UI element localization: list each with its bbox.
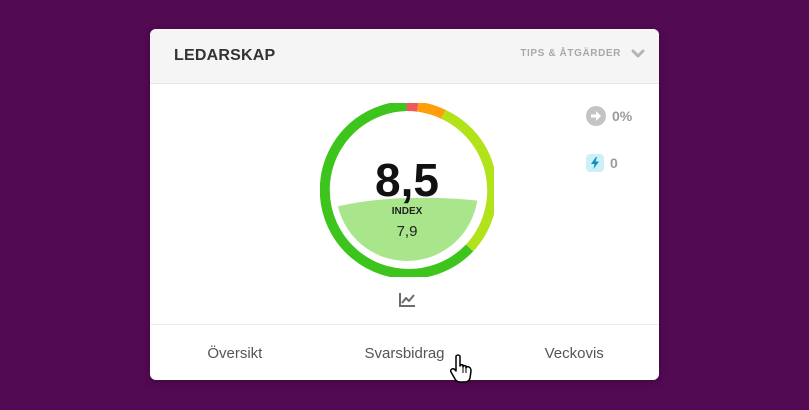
tab-veckovis[interactable]: Veckovis — [544, 344, 604, 362]
stat-change-value: 0% — [612, 108, 633, 124]
chevron-down-icon — [631, 49, 645, 59]
gauge-ring-dark-green — [320, 103, 474, 277]
arrow-right-circle-icon — [586, 106, 606, 126]
stat-actions: 0 — [586, 154, 618, 172]
stat-actions-value: 0 — [610, 155, 618, 171]
view-tabs: Översikt Svarsbidrag Veckovis — [150, 324, 659, 380]
gauge-index-value: 7,9 — [397, 223, 418, 240]
tips-dropdown[interactable]: TIPS & ÅTGÄRDER — [520, 48, 645, 59]
gauge-ring-red — [406, 103, 419, 112]
leadership-card: LEDARSKAP TIPS & ÅTGÄRDER 8,5 — [150, 29, 659, 380]
card-title: LEDARSKAP — [174, 47, 276, 64]
tips-label: TIPS & ÅTGÄRDER — [520, 48, 621, 59]
lightning-icon — [586, 154, 604, 172]
hand-pointer-icon — [449, 354, 475, 389]
gauge-ring-orange — [416, 103, 446, 119]
gauge-index-label: INDEX — [392, 206, 423, 217]
gauge-score: 8,5 — [375, 154, 439, 206]
gauge-ring-lime — [441, 109, 494, 252]
line-chart-icon[interactable] — [398, 292, 416, 313]
tab-svarsbidrag[interactable]: Svarsbidrag — [364, 344, 445, 362]
score-gauge: 8,5 INDEX 7,9 — [320, 103, 494, 277]
card-header: LEDARSKAP TIPS & ÅTGÄRDER — [150, 29, 659, 84]
tab-oversikt[interactable]: Översikt — [207, 344, 263, 362]
stat-change: 0% — [586, 106, 632, 126]
